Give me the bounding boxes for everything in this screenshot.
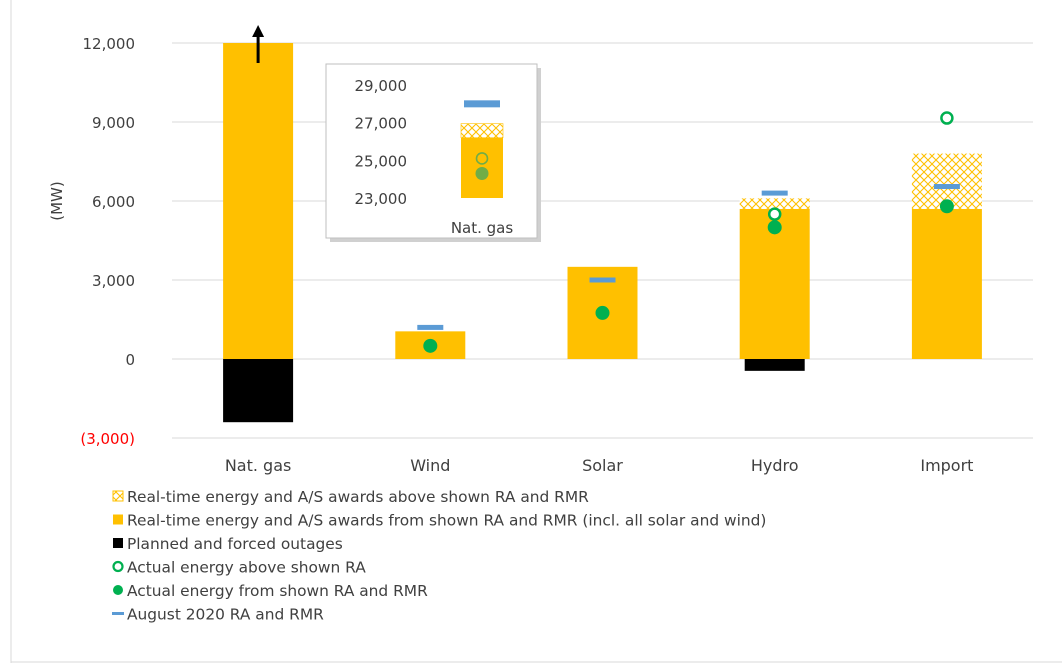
inset-y-tick-label: 23,000 <box>355 190 408 208</box>
y-tick-label: 3,000 <box>92 272 135 290</box>
legend-label: Actual energy from shown RA and RMR <box>127 582 428 600</box>
legend-dash <box>112 612 124 615</box>
x-tick-label: Hydro <box>751 456 799 475</box>
actual-above-ra-marker <box>940 111 954 125</box>
y-axis-label: (MW) <box>48 181 66 220</box>
inset-bar-above-ra <box>460 123 504 139</box>
inset-actual-above-ra-marker <box>475 152 489 165</box>
legend-open-circle <box>112 560 124 573</box>
legend-label: Actual energy above shown RA <box>127 559 366 577</box>
legend-label: Real-time energy and A/S awards above sh… <box>127 488 589 506</box>
outage-bar <box>744 359 805 371</box>
inset-x-tick-label: Nat. gas <box>451 219 514 237</box>
y-tick-label: (3,000) <box>80 430 135 448</box>
markers <box>417 111 960 353</box>
actual-from-ra-marker <box>423 338 438 353</box>
y-axis-ticks: 12,000 9,000 6,000 3,000 0 (3,000) <box>80 35 135 448</box>
y-tick-label: 0 <box>125 351 135 369</box>
y-tick-label: 6,000 <box>92 193 135 211</box>
inset-y-tick-label: 25,000 <box>355 152 408 170</box>
inset-actual-from-ra-marker <box>475 167 489 181</box>
inset-ra-rmr-dash <box>464 100 500 108</box>
x-tick-label: Wind <box>410 456 450 475</box>
bar-from-ra <box>911 208 982 359</box>
actual-above-ra-marker <box>767 207 782 221</box>
actual-from-ra-marker <box>939 199 954 214</box>
x-tick-label: Import <box>920 456 973 475</box>
y-tick-label: 12,000 <box>83 35 136 53</box>
inset-y-tick-label: 29,000 <box>355 77 408 95</box>
outage-bar <box>223 359 294 423</box>
gridlines <box>172 42 1033 439</box>
bars <box>223 25 982 423</box>
legend-filled-circle <box>113 585 123 595</box>
bar-from-ra <box>223 43 294 359</box>
legend-label: August 2020 RA and RMR <box>127 606 324 624</box>
y-tick-label: 9,000 <box>92 114 135 132</box>
legend-hatched-swatch <box>112 490 124 502</box>
inset-y-tick-label: 27,000 <box>355 115 408 133</box>
x-tick-label: Solar <box>582 456 623 475</box>
legend-swatch <box>113 538 123 548</box>
x-tick-label: Nat. gas <box>225 456 292 475</box>
actual-from-ra-marker <box>767 220 782 235</box>
legend-label: Real-time energy and A/S awards from sho… <box>127 512 766 530</box>
ra-rmr-dash <box>933 184 960 190</box>
legend-label: Planned and forced outages <box>127 535 343 553</box>
ra-rmr-dash <box>761 190 788 196</box>
bar-above-ra <box>739 198 810 209</box>
legend-swatch <box>113 514 123 525</box>
x-axis-ticks: Nat. gas Wind Solar Hydro Import <box>225 456 974 475</box>
ra-rmr-dash <box>417 324 444 330</box>
inset-chart: 29,000 27,000 25,000 23,000 Nat. gas <box>325 63 541 242</box>
ra-rmr-dash <box>589 277 616 283</box>
actual-from-ra-marker <box>595 305 610 320</box>
overflow-arrowhead <box>252 25 265 37</box>
legend: Real-time energy and A/S awards above sh… <box>112 488 766 624</box>
